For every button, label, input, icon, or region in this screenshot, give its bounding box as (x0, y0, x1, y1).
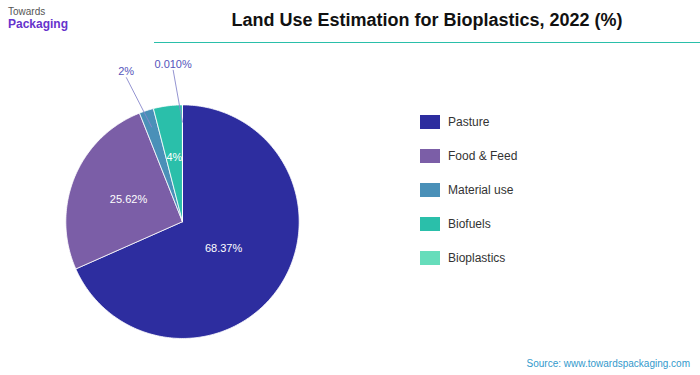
html-text:Land Use Estimation for Biopla: Land Use Estimation for Bioplastics, 202… (231, 10, 623, 30)
html-text:Material use: Material use (448, 183, 514, 197)
html-text:Biofuels: Biofuels (448, 217, 491, 231)
html-text:Source: www.towardspackaging.c: Source: www.towardspackaging.com (526, 358, 690, 369)
html-text:Pasture: Pasture (448, 115, 490, 129)
html-text:Bioplastics: Bioplastics (448, 251, 506, 265)
svg-text:2%: 2% (118, 65, 134, 77)
svg-text:25.62%: 25.62% (110, 193, 148, 205)
svg-text:4%: 4% (166, 151, 182, 163)
svg-text:0.010%: 0.010% (154, 58, 192, 70)
html-text:Packaging: Packaging (8, 16, 68, 31)
html-text:Food & Feed: Food & Feed (448, 149, 518, 163)
svg-text:68.37%: 68.37% (205, 242, 243, 254)
html-text:Towards: Towards (8, 6, 46, 17)
